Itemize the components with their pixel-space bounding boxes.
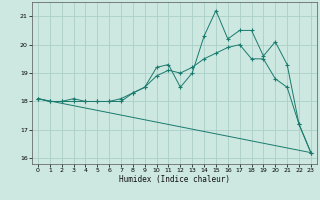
X-axis label: Humidex (Indice chaleur): Humidex (Indice chaleur): [119, 175, 230, 184]
